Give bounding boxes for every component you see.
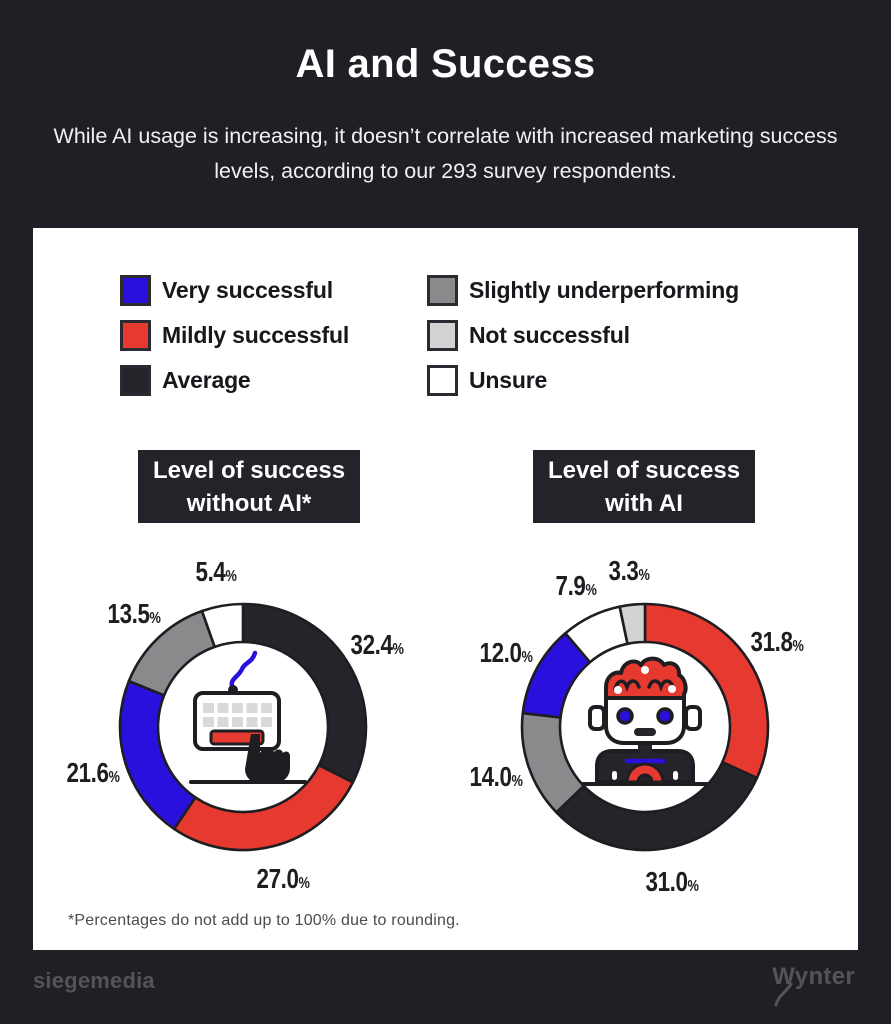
legend-item: Average xyxy=(120,365,251,396)
donut-ring xyxy=(118,602,368,852)
wynter-swoosh-icon xyxy=(774,983,793,1007)
segment-value-label: 31.8% xyxy=(750,626,804,658)
segment-value-label: 31.0% xyxy=(645,865,698,897)
legend-swatch xyxy=(427,275,458,306)
footnote: *Percentages do not add up to 100% due t… xyxy=(68,912,460,929)
robot-icon xyxy=(581,656,709,786)
wynter-logo-text: Wynter xyxy=(772,963,855,990)
donut-chart-with-ai: 31.8% 31.0% 14.0% 12.0% 7.9% 3.3% xyxy=(470,555,804,897)
legend-swatch xyxy=(120,275,151,306)
wynter-logo: Wynter xyxy=(772,963,855,1007)
segment-value-label: 7.9% xyxy=(555,570,597,601)
legend-item: Slightly underperforming xyxy=(427,275,739,306)
segment-value-label: 14.0% xyxy=(469,761,523,793)
donut-segment xyxy=(618,602,647,646)
page-title: AI and Success xyxy=(295,42,596,86)
donut-segment xyxy=(241,602,368,784)
legend-item: Very successful xyxy=(120,275,333,306)
legend-label: Unsure xyxy=(469,367,548,393)
segment-value-label: 5.4% xyxy=(195,556,237,588)
segment-value-label: 3.3% xyxy=(608,554,650,586)
siegemedia-logo: siegemedia xyxy=(33,968,155,993)
segment-value-label: 21.6% xyxy=(66,756,120,788)
segment-value-label: 27.0% xyxy=(256,862,310,894)
chart-title-line: with AI xyxy=(605,489,683,517)
legend-item: Not successful xyxy=(427,320,630,351)
chart-title-line: without AI* xyxy=(186,489,312,517)
legend-label: Very successful xyxy=(162,277,333,303)
segment-value-label: 13.5% xyxy=(107,597,161,629)
legend-swatch xyxy=(120,365,151,396)
legend-item: Unsure xyxy=(427,365,547,396)
segment-value-label: 12.0% xyxy=(479,637,533,669)
legend-item: Mildly successful xyxy=(120,320,349,351)
segment-value-label: 32.4% xyxy=(350,628,404,660)
legend-swatch xyxy=(427,320,458,351)
donut-ring xyxy=(520,602,770,852)
legend-label: Not successful xyxy=(469,322,630,348)
chart-title-without-ai: Level of success without AI* xyxy=(138,450,360,523)
legend-label: Average xyxy=(162,367,251,393)
chart-title-with-ai: Level of success with AI xyxy=(533,450,755,523)
chart-title-line: Level of success xyxy=(152,456,346,484)
keyboard-hand-icon xyxy=(189,650,307,784)
page-subtitle: While AI usage is increasing, it doesn’t… xyxy=(53,124,838,183)
legend-label: Slightly underperforming xyxy=(469,277,739,303)
donut-segment xyxy=(200,602,245,649)
legend-swatch xyxy=(427,365,458,396)
donut-chart-without-ai: 32.4% 27.0% 21.6% 13.5% 5.4% xyxy=(66,556,403,894)
chart-title-line: Level of success xyxy=(547,456,741,484)
legend-label: Mildly successful xyxy=(162,322,350,348)
content-card: Very successful Mildly successful Average S… xyxy=(33,228,858,950)
legend-swatch xyxy=(120,320,151,351)
